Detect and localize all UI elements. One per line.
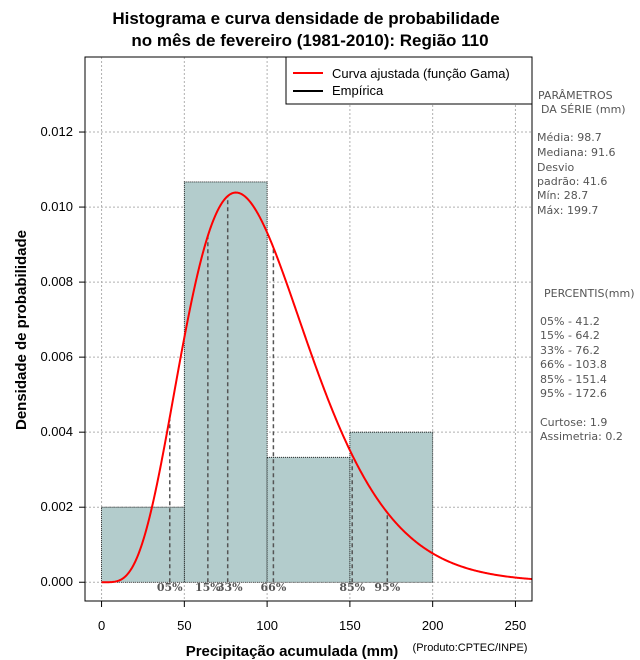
x-tick-label: 200: [422, 618, 444, 633]
x-tick-label: 250: [505, 618, 527, 633]
y-tick-label: 0.000: [40, 574, 73, 589]
percentile-label-05%: 05%: [157, 581, 183, 594]
percentile-line: 85% - 151.4: [540, 373, 607, 386]
legend-label-empirical: Empírica: [332, 83, 384, 98]
legend-label-curve: Curva ajustada (função Gama): [332, 66, 510, 81]
kurtosis-line: Curtose: 1.9: [540, 416, 607, 429]
y-axis-label: Densidade de probabilidade: [13, 230, 30, 430]
product-credit: (Produto:CPTEC/INPE): [413, 642, 528, 654]
params-title-1: PARÂMETROS: [538, 89, 613, 102]
histogram-bars: [101, 181, 434, 583]
x-tick-label: 0: [98, 618, 105, 633]
x-tick-label: 100: [256, 618, 278, 633]
percentile-label-15%: 15%: [195, 581, 221, 594]
percentile-line: 66% - 103.8: [540, 358, 607, 371]
percentile-label-33%: 33%: [217, 581, 243, 594]
y-tick-label: 0.004: [40, 424, 73, 439]
param-line: Desvio: [537, 161, 575, 174]
percentile-line: 33% - 76.2: [540, 344, 600, 357]
y-tick-label: 0.008: [40, 274, 73, 289]
param-line: Máx: 199.7: [537, 204, 598, 217]
param-line: Média: 98.7: [537, 131, 602, 144]
x-tick-label: 150: [339, 618, 361, 633]
param-line: padrão: 41.6: [537, 175, 607, 188]
skewness-line: Assimetria: 0.2: [540, 430, 623, 443]
params-title-2: DA SÉRIE (mm): [541, 103, 626, 116]
chart-title-line1: Histograma e curva densidade de probabil…: [112, 9, 499, 28]
histogram-bar: [266, 456, 351, 583]
percentis-title: PERCENTIS(mm): [544, 287, 635, 300]
histogram-bar: [101, 506, 185, 583]
x-axis: 0 50 100 150 200 250: [98, 601, 526, 633]
y-axis: 0.000 0.002 0.004 0.006 0.008 0.010 0.012: [40, 124, 85, 589]
percentile-line: 05% - 41.2: [540, 315, 600, 328]
chart-title-line2: no mês de fevereiro (1981-2010): Região …: [131, 31, 488, 50]
param-line: Mín: 28.7: [537, 189, 588, 202]
y-tick-label: 0.012: [40, 124, 73, 139]
side-panel: PARÂMETROS DA SÉRIE (mm) Média: 98.7 Med…: [537, 89, 635, 443]
histogram-bar: [349, 431, 434, 583]
histogram-bar: [183, 181, 268, 583]
legend: Curva ajustada (função Gama) Empírica: [285, 56, 533, 105]
x-tick-label: 50: [177, 618, 191, 633]
percentile-labels: 05% 15%33% 66% 85% 95%: [157, 581, 401, 594]
percentile-label-95%: 95%: [374, 581, 400, 594]
percentile-line: 15% - 64.2: [540, 329, 600, 342]
percentile-label-85%: 85%: [339, 581, 365, 594]
y-tick-label: 0.010: [40, 199, 73, 214]
param-line: Mediana: 91.6: [537, 146, 615, 159]
percentile-line: 95% - 172.6: [540, 387, 607, 400]
legend-box: [285, 56, 533, 105]
x-axis-label: Precipitação acumulada (mm): [186, 643, 399, 660]
y-tick-label: 0.006: [40, 349, 73, 364]
y-tick-label: 0.002: [40, 499, 73, 514]
percentile-label-66%: 66%: [261, 581, 287, 594]
percentile-lines: [169, 196, 389, 583]
gamma-curve: [101, 191, 533, 584]
